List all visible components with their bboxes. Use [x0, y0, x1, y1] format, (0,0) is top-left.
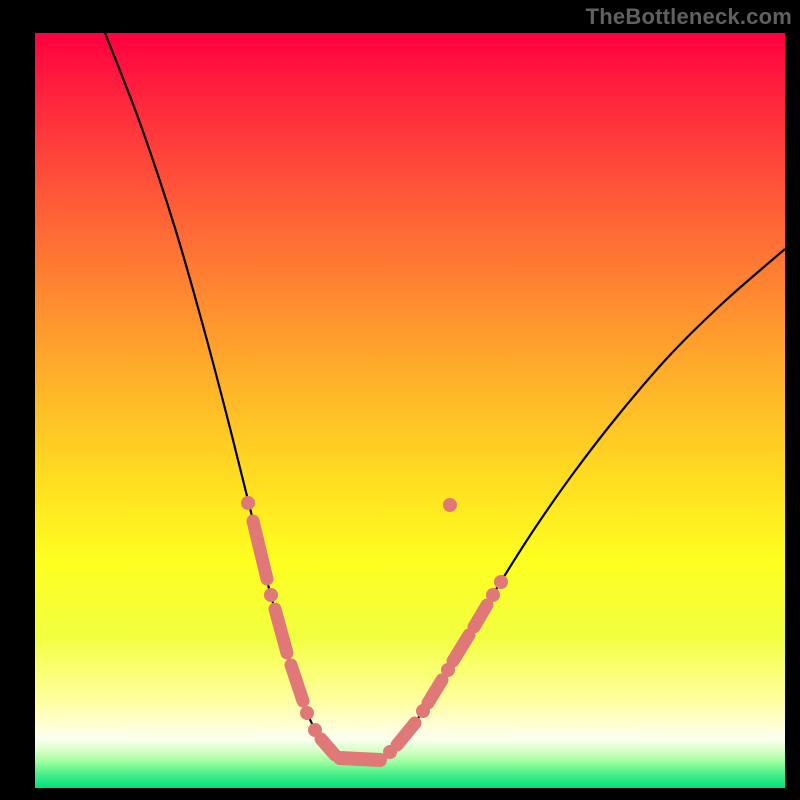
- bead-capsule: [340, 758, 380, 760]
- bead-dot: [241, 496, 255, 510]
- bottleneck-curve: [105, 33, 785, 764]
- bead-capsule: [253, 521, 267, 579]
- plot-area: [35, 33, 785, 788]
- curve-layer: [35, 33, 785, 788]
- bead-capsule: [275, 609, 287, 653]
- bead-dot: [300, 706, 314, 720]
- bead-group: [241, 496, 508, 760]
- bead-dot: [443, 498, 457, 512]
- bead-capsule: [321, 739, 335, 755]
- bead-capsule: [291, 665, 303, 701]
- bead-dot: [486, 588, 500, 602]
- bead-dot: [494, 575, 508, 589]
- attribution-text: TheBottleneck.com: [586, 4, 792, 30]
- bead-capsule: [428, 680, 442, 703]
- bead-capsule: [453, 635, 469, 661]
- bead-capsule: [474, 605, 487, 627]
- bead-dot: [264, 588, 278, 602]
- bead-capsule: [397, 723, 415, 745]
